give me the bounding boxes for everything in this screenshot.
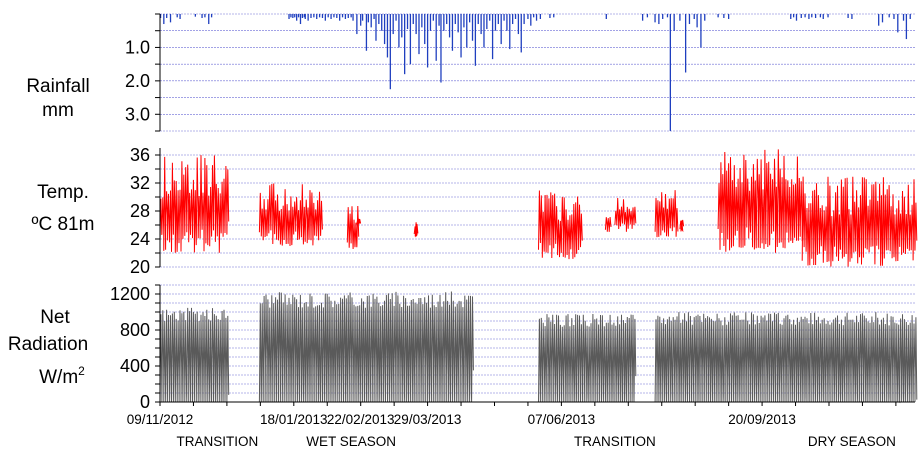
temperature-segment	[604, 216, 612, 232]
temperature-segment	[614, 197, 637, 232]
rainfall-tick-label: 1.0	[125, 37, 150, 57]
temperature-segment	[679, 219, 685, 233]
rainfall-tick-label: 2.0	[125, 71, 150, 91]
rainfall-grid	[160, 13, 915, 132]
radiation-segment	[654, 312, 918, 404]
season-label: TRANSITION	[574, 434, 656, 449]
x-tick-label: 20/09/2013	[728, 412, 796, 427]
temperature-segment	[413, 222, 419, 238]
temperature-panel: 20 24 28 32 36 Temp. ºC 81m	[32, 145, 918, 277]
rainfall-panel: 1.0 2.0 3.0 Rainfall mm	[26, 13, 915, 132]
radiation-y-ticks: 0 400 800 1200	[110, 284, 160, 412]
season-label: WET SEASON	[306, 434, 396, 449]
temperature-y-ticks: 20 24 28 32 36	[130, 145, 160, 277]
radiation-segment	[538, 313, 637, 403]
x-tick-label: 07/06/2013	[528, 412, 596, 427]
radiation-tick-label: 800	[120, 320, 150, 340]
rainfall-y-ticks: 1.0 2.0 3.0	[125, 13, 160, 132]
rainfall-tick-label: 3.0	[125, 104, 150, 124]
radiation-segment	[258, 291, 474, 403]
temperature-segment	[538, 190, 583, 260]
rainfall-label-line2: mm	[42, 100, 74, 121]
radiation-unit-superscript: 2	[78, 364, 85, 378]
temperature-series	[159, 149, 918, 267]
rainfall-label-line1: Rainfall	[26, 76, 89, 97]
radiation-label-line2: Radiation	[8, 334, 88, 355]
x-tick-label: 22/02/2013	[327, 412, 395, 427]
temperature-tick-label: 36	[130, 145, 150, 165]
temperature-tick-label: 28	[130, 201, 150, 221]
temperature-segment	[159, 155, 230, 253]
radiation-label-line1: Net	[40, 307, 70, 328]
radiation-tick-label: 1200	[110, 284, 150, 304]
temperature-segment	[717, 149, 805, 253]
temperature-tick-label: 32	[130, 173, 150, 193]
x-tick-label: 09/11/2012	[127, 412, 194, 427]
temperature-segment	[346, 205, 360, 250]
radiation-panel: 0 400 800 1200 09/11/2012 18/01/2013 22/02/20…	[8, 284, 918, 449]
temperature-label-line2: ºC 81m	[32, 214, 95, 235]
season-label: DRY SEASON	[808, 434, 896, 449]
radiation-series	[159, 291, 918, 404]
temperature-segment	[356, 218, 362, 225]
radiation-tick-label: 400	[120, 356, 150, 376]
radiation-segment	[159, 307, 230, 403]
temperature-label-line1: Temp.	[37, 182, 89, 203]
x-axis-ticks: 09/11/2012 18/01/2013 22/02/2013 29/03/2013…	[127, 402, 897, 449]
x-tick-label: 29/03/2013	[394, 412, 462, 427]
temperature-segment	[801, 176, 918, 267]
radiation-label-line3: W/m2	[39, 364, 85, 388]
temperature-segment	[654, 190, 679, 238]
temperature-tick-label: 20	[130, 257, 150, 277]
radiation-tick-label: 0	[140, 392, 150, 412]
temperature-segment	[258, 183, 323, 247]
x-tick-label: 18/01/2013	[260, 412, 328, 427]
rainfall-bars	[159, 14, 911, 131]
radiation-unit: W/m	[39, 367, 78, 388]
temperature-tick-label: 24	[130, 229, 150, 249]
season-label: TRANSITION	[176, 434, 258, 449]
